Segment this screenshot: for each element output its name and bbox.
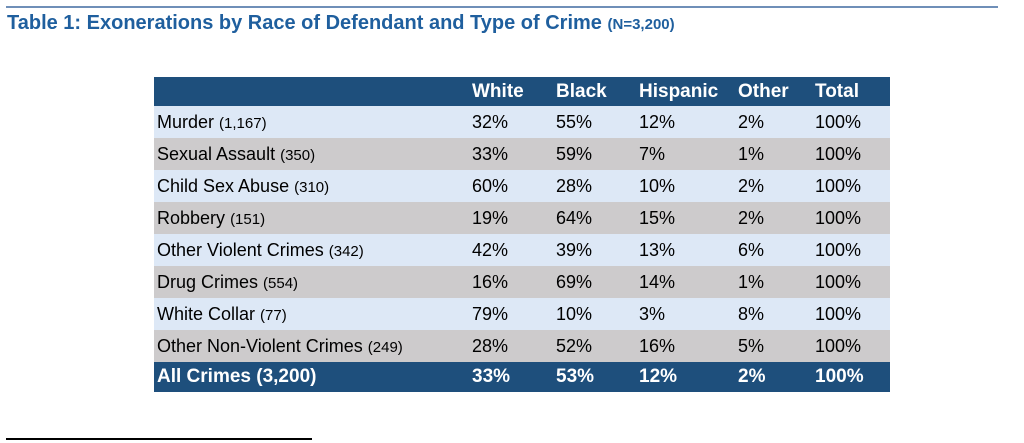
cell-hispanic: 7%	[639, 143, 666, 164]
cell-hispanic: 3%	[639, 303, 666, 324]
table-row: Drug Crimes (554) 16% 69% 14% 1% 100%	[154, 266, 890, 298]
crime-type: White Collar	[157, 303, 256, 324]
row-label: Robbery (151)	[154, 202, 472, 234]
header-hispanic: Hispanic	[639, 80, 719, 102]
total-white: 33%	[472, 366, 511, 387]
crime-type: Murder	[157, 111, 215, 132]
cell-hispanic: 12%	[639, 111, 676, 132]
cell-white: 42%	[472, 239, 509, 260]
table-title-n: (N=3,200)	[607, 16, 675, 33]
exonerations-table: White Black Hispanic Other Total Murder …	[154, 77, 890, 392]
table-row: White Collar (77) 79% 10% 3% 8% 100%	[154, 298, 890, 330]
cell-total: 100%	[815, 143, 862, 164]
row-label: White Collar (77)	[154, 298, 472, 330]
cell-black: 69%	[556, 271, 593, 292]
table-title: Table 1: Exonerations by Race of Defenda…	[7, 12, 675, 35]
cell-total: 100%	[815, 271, 862, 292]
crime-type: Other Violent Crimes	[157, 239, 324, 260]
cell-total: 100%	[815, 207, 862, 228]
cell-other: 2%	[738, 175, 765, 196]
cell-hispanic: 14%	[639, 271, 676, 292]
crime-count: (151)	[230, 210, 266, 228]
cell-other: 8%	[738, 303, 765, 324]
cell-total: 100%	[815, 239, 862, 260]
cell-total: 100%	[815, 335, 862, 356]
cell-black: 55%	[556, 111, 593, 132]
crime-count: (342)	[328, 242, 364, 260]
cell-white: 19%	[472, 207, 509, 228]
cell-black: 64%	[556, 207, 593, 228]
crime-type: Drug Crimes	[157, 271, 259, 292]
row-label: Other Violent Crimes (342)	[154, 234, 472, 266]
crime-count: (1,167)	[219, 114, 267, 132]
cell-white: 33%	[472, 143, 509, 164]
table-row: Murder (1,167) 32% 55% 12% 2% 100%	[154, 106, 890, 138]
total-total: 100%	[815, 366, 864, 387]
header-black: Black	[556, 80, 607, 102]
cell-other: 1%	[738, 143, 765, 164]
cell-white: 28%	[472, 335, 509, 356]
cell-other: 5%	[738, 335, 765, 356]
cell-black: 28%	[556, 175, 593, 196]
row-label: Murder (1,167)	[154, 106, 472, 138]
cell-white: 60%	[472, 175, 509, 196]
table-row: Sexual Assault (350) 33% 59% 7% 1% 100%	[154, 138, 890, 170]
footnote-rule	[6, 438, 312, 440]
cell-hispanic: 15%	[639, 207, 676, 228]
cell-hispanic: 13%	[639, 239, 676, 260]
table-row: Child Sex Abuse (310) 60% 28% 10% 2% 100…	[154, 170, 890, 202]
cell-total: 100%	[815, 303, 862, 324]
cell-white: 16%	[472, 271, 509, 292]
header-white: White	[472, 80, 524, 102]
crime-count: (554)	[263, 274, 299, 292]
cell-other: 1%	[738, 271, 765, 292]
crime-type: Robbery	[157, 207, 226, 228]
cell-black: 59%	[556, 143, 593, 164]
crime-count: (249)	[367, 338, 403, 356]
table-row: Other Non-Violent Crimes (249) 28% 52% 1…	[154, 330, 890, 362]
row-label: Child Sex Abuse (310)	[154, 170, 472, 202]
top-rule	[6, 6, 998, 8]
header-blank	[154, 77, 472, 106]
cell-hispanic: 16%	[639, 335, 676, 356]
total-hispanic: 12%	[639, 366, 678, 387]
crime-count: (350)	[280, 146, 316, 164]
row-label: Other Non-Violent Crimes (249)	[154, 330, 472, 362]
row-label: Drug Crimes (554)	[154, 266, 472, 298]
crime-count: (310)	[294, 178, 330, 196]
crime-type: Sexual Assault	[157, 143, 276, 164]
cell-black: 52%	[556, 335, 593, 356]
total-black: 53%	[556, 366, 595, 387]
cell-total: 100%	[815, 175, 862, 196]
cell-white: 32%	[472, 111, 509, 132]
header-row: White Black Hispanic Other Total	[154, 77, 890, 106]
cell-other: 2%	[738, 111, 765, 132]
cell-hispanic: 10%	[639, 175, 676, 196]
cell-other: 6%	[738, 239, 765, 260]
cell-white: 79%	[472, 303, 509, 324]
cell-total: 100%	[815, 111, 862, 132]
header-other: Other	[738, 80, 789, 102]
row-label: Sexual Assault (350)	[154, 138, 472, 170]
cell-black: 10%	[556, 303, 593, 324]
crime-type: Other Non-Violent Crimes	[157, 335, 363, 356]
total-other: 2%	[738, 366, 766, 387]
table-title-main: Table 1: Exonerations by Race of Defenda…	[7, 12, 602, 34]
total-label: All Crimes (3,200)	[157, 366, 317, 387]
table-row: Other Violent Crimes (342) 42% 39% 13% 6…	[154, 234, 890, 266]
table-row: Robbery (151) 19% 64% 15% 2% 100%	[154, 202, 890, 234]
cell-black: 39%	[556, 239, 593, 260]
total-row: All Crimes (3,200) 33% 53% 12% 2% 100%	[154, 362, 890, 392]
crime-type: Child Sex Abuse	[157, 175, 290, 196]
cell-other: 2%	[738, 207, 765, 228]
crime-count: (77)	[260, 306, 287, 324]
header-total: Total	[815, 80, 859, 102]
